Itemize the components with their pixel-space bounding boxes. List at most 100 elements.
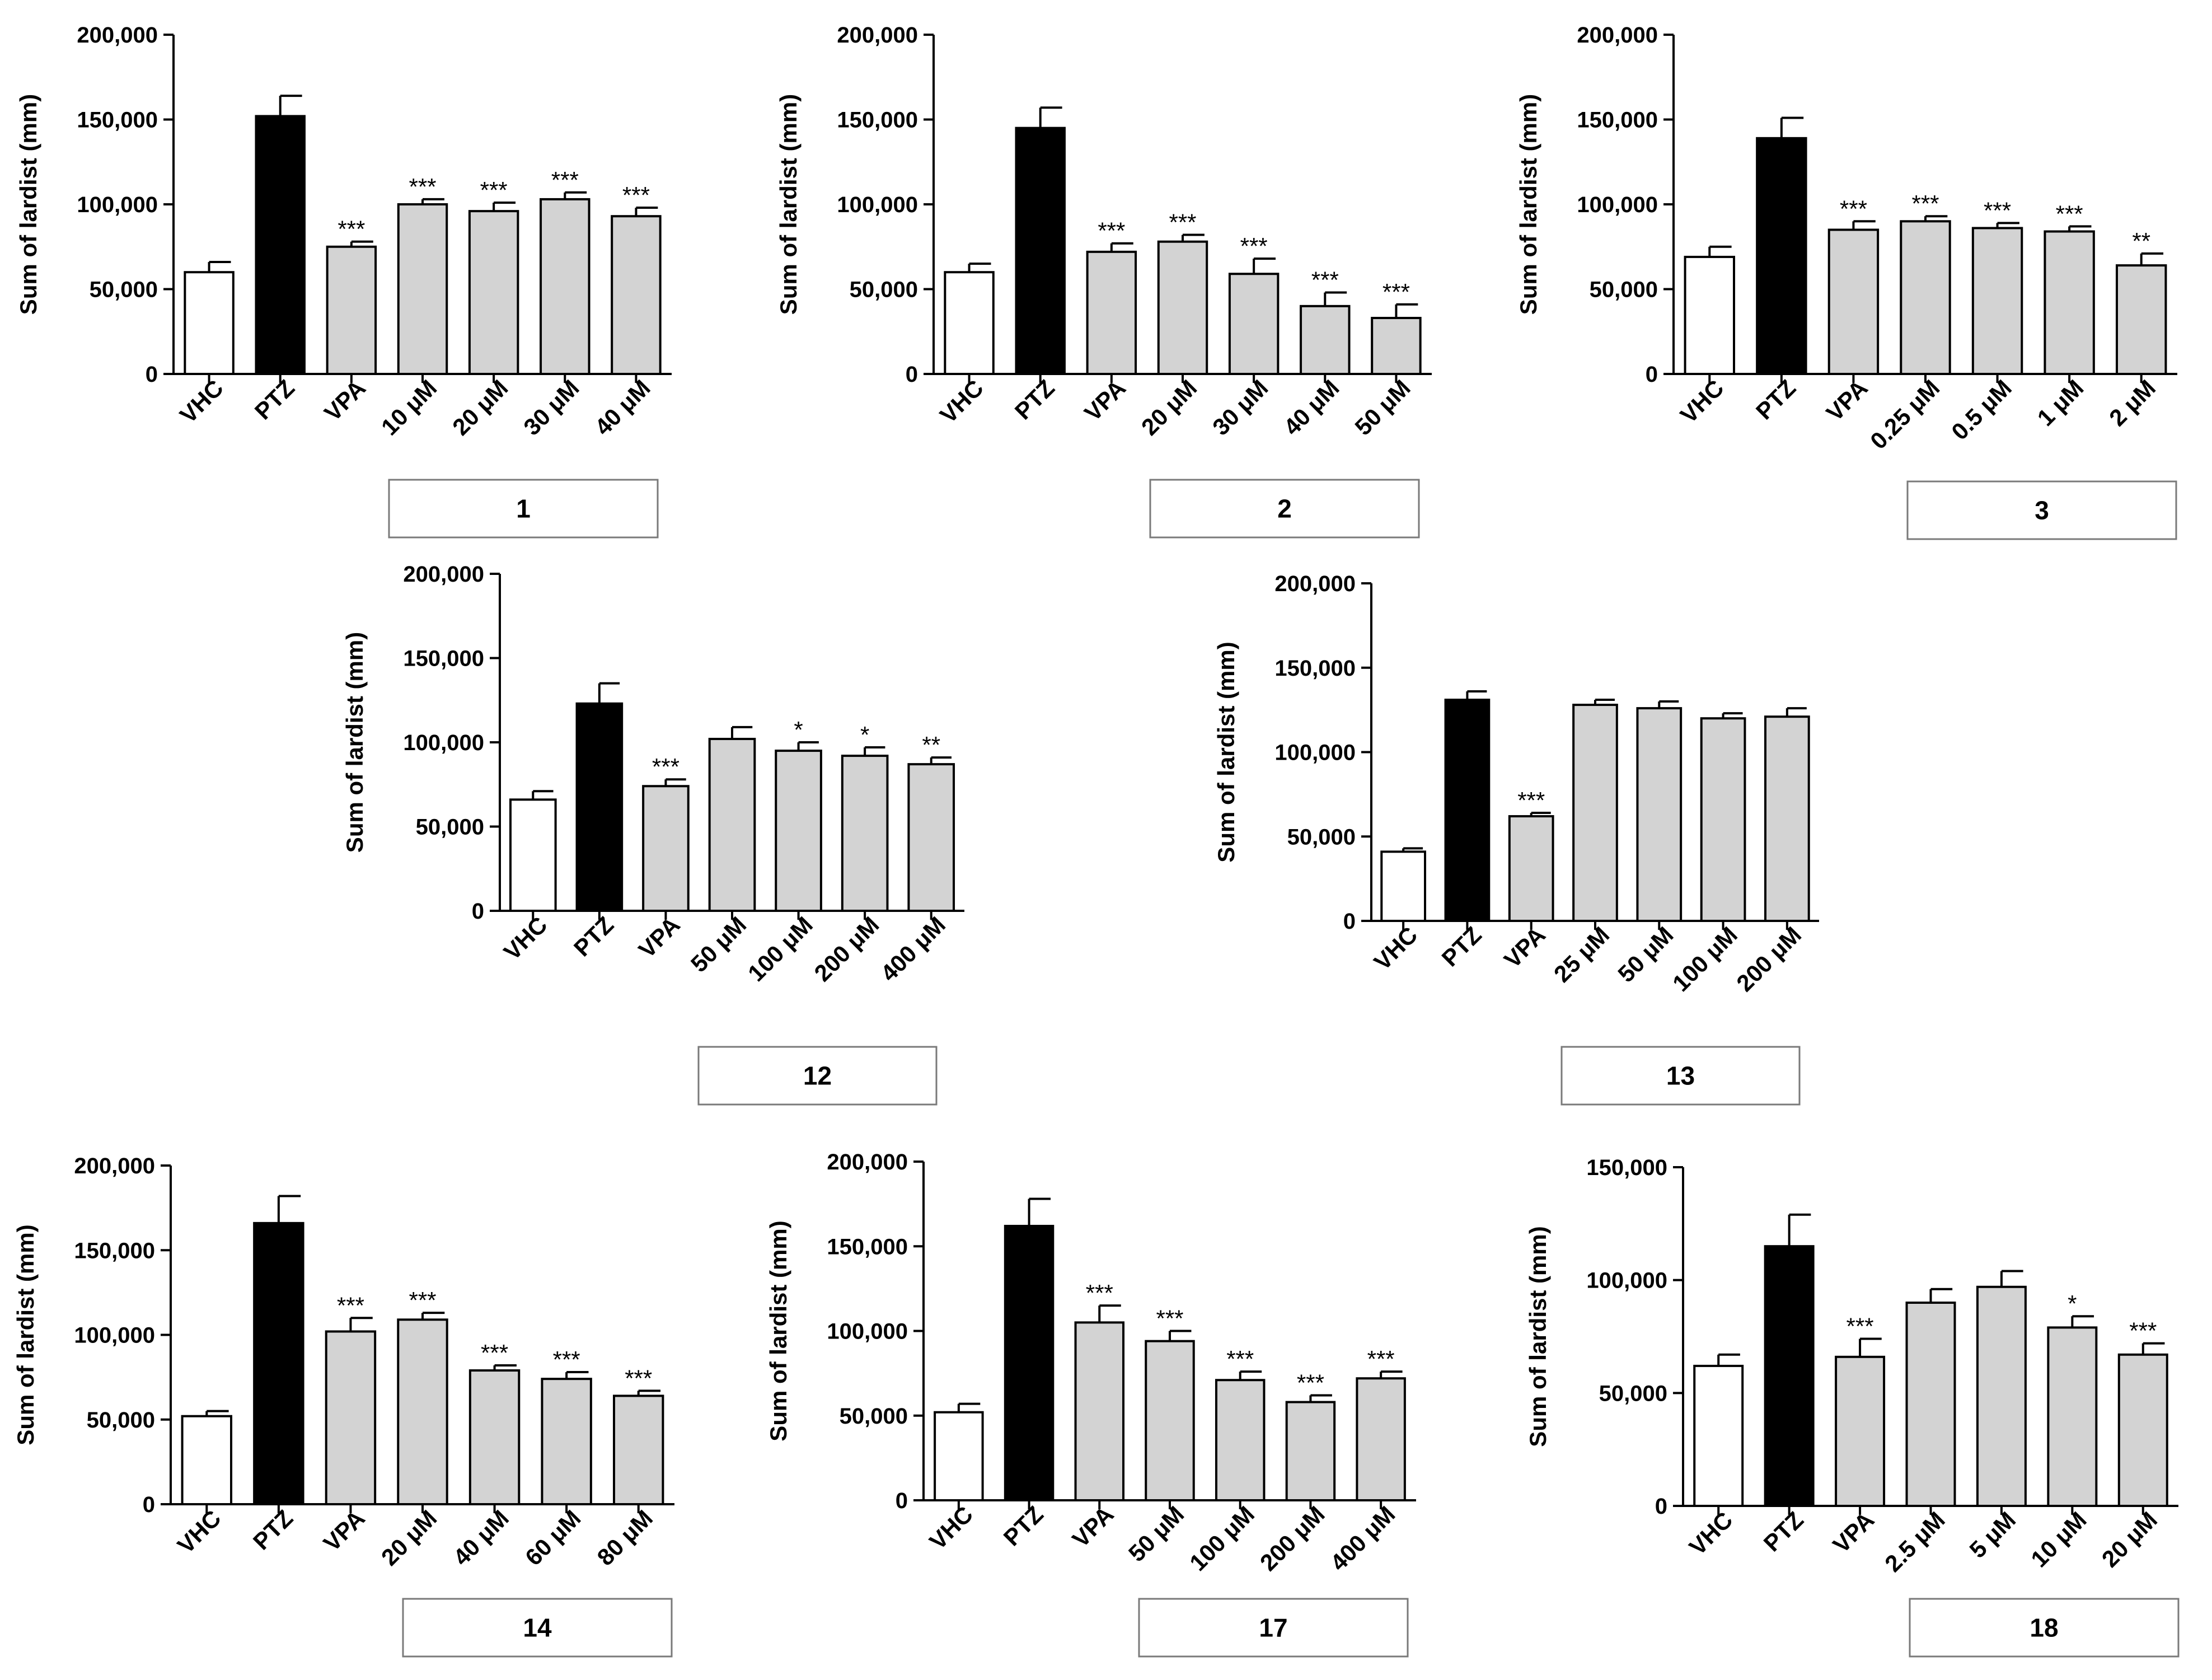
y-tick-label: 100,000 (1274, 741, 1356, 765)
y-tick-label: 0 (143, 1492, 155, 1517)
chart-compound-18: Sum of lardist (mm) 0 50,000 100,000 150,000… (1525, 1155, 2180, 1658)
significance-marker: *** (1169, 209, 1196, 236)
x-tick-label: PTZ (999, 1501, 1048, 1551)
bar-3 (642, 785, 690, 912)
y-tick-label: 200,000 (1577, 23, 1658, 48)
x-tick-label: 0.5 μM (1946, 375, 2017, 445)
y-tick-label: 0 (1646, 362, 1658, 387)
y-tick-label: 50,000 (416, 815, 484, 840)
y-tick-label: 50,000 (1599, 1381, 1667, 1406)
bar-4 (1905, 1302, 1956, 1507)
significance-marker: *** (1086, 1280, 1113, 1306)
x-tick-label: VPA (1067, 1501, 1119, 1552)
bar-4 (1157, 240, 1208, 375)
significance-marker: *** (1098, 218, 1125, 244)
bar-4 (1145, 1340, 1195, 1501)
bar-3 (1835, 1355, 1886, 1508)
x-tick-label: VHC (935, 375, 988, 428)
x-tick-label: PTZ (248, 1505, 298, 1555)
y-tick-label: 50,000 (1590, 278, 1658, 302)
y-tick-label: 150,000 (1577, 108, 1658, 133)
x-tick-label: 2 μM (2104, 375, 2161, 431)
y-tick-label: 150,000 (74, 1238, 155, 1263)
y-tick-label: 100,000 (837, 193, 918, 217)
x-tick-label: 60 μM (520, 1505, 585, 1570)
y-tick-label: 0 (1343, 909, 1356, 934)
x-tick-label: 40 μM (589, 375, 655, 440)
x-tick-label: 10 μM (376, 375, 442, 440)
bar-1 (509, 798, 557, 912)
bar-4 (397, 203, 448, 375)
compound-label: 17 (1259, 1613, 1287, 1642)
compound-label-box (402, 1598, 673, 1658)
chart-compound-12: Sum of lardist (mm) 0 50,000 100,000 150,000… (341, 562, 964, 1106)
x-tick-label: VHC (1684, 1506, 1738, 1560)
significance-marker: *** (1297, 1369, 1324, 1396)
bar-2 (255, 115, 306, 375)
significance-marker: *** (551, 167, 579, 193)
bar-6 (2044, 230, 2095, 376)
x-tick-label: VHC (172, 1505, 226, 1559)
bar-6 (541, 1378, 592, 1505)
chart-compound-14: Sum of lardist (mm) 0 50,000 100,000 150,000… (12, 1154, 674, 1658)
x-tick-label: VHC (175, 375, 228, 428)
x-tick-label: 100 μM (1667, 921, 1742, 996)
bar-3 (325, 1330, 377, 1505)
significance-marker: *** (553, 1346, 580, 1373)
y-tick-label: 150,000 (1586, 1155, 1667, 1180)
bar-3 (326, 245, 377, 375)
y-tick-label: 150,000 (403, 647, 484, 671)
x-tick-label: VPA (1079, 375, 1131, 426)
y-axis-label: Sum of lardist (mm) (15, 94, 41, 315)
bar-7 (907, 763, 955, 912)
bar-1 (934, 1411, 984, 1501)
compound-label-box (1906, 480, 2177, 540)
bar-7 (611, 215, 662, 375)
chart-compound-1: Sum of lardist (mm) 0 50,000 100,000 150,000… (15, 23, 672, 539)
compound-label: 12 (803, 1061, 832, 1091)
y-tick-label: 200,000 (74, 1154, 155, 1178)
bar-3 (1827, 228, 1880, 375)
y-tick-label: 200,000 (1274, 572, 1356, 596)
y-tick-label: 0 (1655, 1494, 1667, 1519)
significance-marker: *** (409, 174, 436, 200)
significance-marker: *** (338, 216, 365, 242)
y-axis-label: Sum of lardist (mm) (1213, 642, 1239, 862)
x-tick-label: 20 μM (2097, 1506, 2162, 1572)
chart-compound-3: Sum of lardist (mm) 0 50,000 100,000 150,000… (1515, 23, 2177, 540)
bar-1 (944, 271, 995, 376)
x-tick-label: 100 μM (1184, 1501, 1259, 1576)
compound-label-box (1138, 1598, 1409, 1658)
bar-6 (1700, 717, 1746, 922)
y-tick-label: 100,000 (827, 1319, 908, 1344)
x-tick-label: 1 μM (2032, 375, 2089, 431)
bar-1 (1380, 850, 1426, 923)
y-tick-label: 50,000 (850, 278, 918, 302)
x-tick-label: 5 μM (1964, 1506, 2021, 1563)
x-tick-label: VPA (318, 1505, 370, 1556)
y-tick-label: 50,000 (90, 278, 158, 302)
y-tick-label: 100,000 (1586, 1269, 1667, 1293)
x-tick-label: VHC (924, 1501, 978, 1555)
significance-marker: * (2068, 1290, 2077, 1317)
compound-label-box (1149, 479, 1420, 539)
compound-label: 13 (1666, 1061, 1695, 1091)
bar-2 (1764, 1245, 1815, 1508)
bar-7 (2117, 1353, 2168, 1507)
bar-7 (1356, 1377, 1406, 1501)
x-tick-label: 40 μM (1278, 375, 1344, 440)
y-axis-label: Sum of lardist (mm) (1525, 1226, 1551, 1447)
x-tick-label: 50 μM (686, 911, 751, 977)
x-tick-label: 30 μM (518, 375, 584, 440)
significance-marker: *** (2056, 200, 2083, 227)
x-tick-label: 400 μM (1325, 1501, 1400, 1576)
significance-marker: *** (1156, 1305, 1183, 1332)
x-tick-label: 2.5 μM (1880, 1506, 1950, 1577)
y-tick-label: 100,000 (74, 1323, 155, 1348)
bar-5 (468, 1369, 521, 1505)
y-tick-label: 150,000 (837, 108, 918, 133)
y-tick-label: 150,000 (827, 1234, 908, 1259)
compound-label: 18 (2030, 1613, 2058, 1642)
x-tick-label: 200 μM (1731, 921, 1806, 996)
x-tick-label: 30 μM (1207, 375, 1273, 440)
